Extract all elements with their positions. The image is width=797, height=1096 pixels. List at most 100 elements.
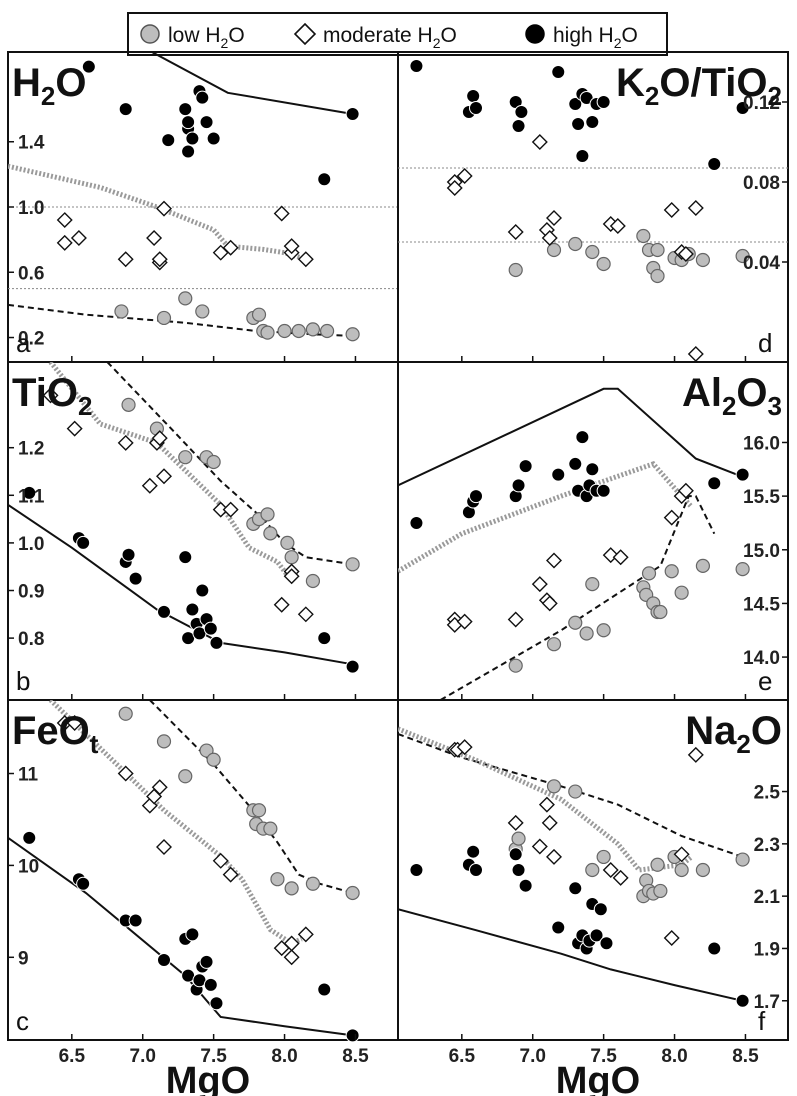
panel-e: 16.0 15.5 15.0 14.5 14.0 Al2O3 e	[397, 361, 789, 701]
xtick-label-1-1: 7.0	[520, 1046, 546, 1067]
xtick-label-0-0: 6.5	[59, 1046, 86, 1067]
xtick-label-1-2: 7.5	[590, 1046, 617, 1067]
point-high-f-5	[511, 863, 526, 877]
point-high-d-3	[469, 101, 483, 115]
point-high-c-15	[317, 982, 332, 997]
point-high-b-7	[178, 550, 193, 565]
point-moderate-e-7	[546, 552, 562, 569]
point-high-e-15	[596, 483, 611, 498]
point-high-d-2	[466, 89, 481, 103]
point-low-e-4	[585, 577, 600, 592]
point-moderate-a-4	[146, 230, 163, 246]
point-high-a-9	[195, 90, 210, 105]
point-high-f-3	[469, 863, 483, 877]
point-moderate-d-1	[446, 180, 463, 196]
ytick-label-f-2: 2.1	[754, 887, 781, 908]
ytick-label-f-3: 1.9	[754, 939, 780, 960]
point-low-f-13	[674, 862, 689, 878]
point-moderate-f-3	[507, 814, 524, 831]
point-moderate-a-10	[273, 205, 290, 222]
panel-letter-d: d	[758, 328, 772, 358]
point-low-d-2	[568, 236, 583, 252]
legend-label-low: low H2O	[168, 24, 245, 51]
point-high-b-6	[157, 604, 171, 619]
curve-dashed-b	[106, 362, 353, 566]
point-moderate-e-2	[456, 613, 473, 630]
point-high-f-15	[593, 902, 608, 917]
point-high-e-16	[707, 476, 722, 491]
point-moderate-c-12	[297, 926, 314, 943]
point-low-f-3	[568, 784, 583, 799]
panel-title-d: K2O/TiO2	[616, 61, 782, 111]
curve-gray-dotted-a	[8, 163, 307, 262]
point-moderate-f-7	[546, 848, 562, 865]
panel-title-a: H2O	[12, 61, 86, 111]
ytick-label-d-0: 0.12	[743, 93, 780, 114]
panels: 1.4 1.0 0.6 0.2 H2O a 1.2 1.1 1.0 0.9 0.8 TiO2 b 11 10…	[7, 51, 789, 1043]
legend-marker-low	[140, 24, 160, 44]
point-high-c-16	[345, 1028, 360, 1043]
point-low-b-10	[284, 550, 299, 565]
point-moderate-f-4	[531, 838, 548, 855]
point-high-a-1	[118, 102, 133, 117]
point-moderate-a-6	[151, 251, 168, 268]
point-low-a-1	[156, 310, 172, 326]
point-moderate-f-12	[687, 746, 704, 763]
point-high-a-10	[199, 115, 214, 130]
point-low-a-8	[277, 323, 292, 339]
point-moderate-a-9	[222, 239, 239, 256]
legend-marker-high	[525, 24, 545, 44]
point-low-b-0	[121, 397, 136, 412]
point-high-a-0	[81, 59, 96, 74]
point-high-f-0	[409, 863, 424, 877]
panel-c: 11 10 9 FeOt c	[7, 699, 399, 1043]
point-low-a-9	[291, 323, 306, 339]
legend-box	[127, 12, 668, 56]
curve-solid-a	[149, 52, 353, 115]
point-moderate-c-6	[156, 839, 172, 856]
point-high-e-0	[409, 515, 424, 530]
point-low-b-9	[280, 535, 295, 551]
point-moderate-a-13	[297, 251, 314, 268]
point-low-f-11	[653, 883, 668, 899]
point-low-e-5	[596, 623, 611, 638]
ytick-label-d-2: 0.04	[743, 253, 780, 274]
point-low-d-8	[650, 268, 665, 284]
panel-letter-b: b	[16, 666, 30, 696]
panel-letter-a: a	[16, 328, 31, 358]
point-low-d-5	[636, 228, 651, 244]
point-moderate-b-9	[273, 596, 290, 613]
point-low-d-3	[585, 244, 600, 260]
point-low-b-12	[345, 557, 360, 572]
curve-solid-f	[398, 908, 743, 1002]
point-low-a-3	[195, 304, 210, 319]
point-high-b-0	[22, 485, 37, 500]
point-high-d-5	[511, 119, 526, 133]
point-low-f-10	[650, 857, 665, 872]
point-high-d-8	[568, 97, 583, 111]
ytick-label-b-2: 1.0	[18, 534, 44, 555]
panel-letter-e: e	[758, 666, 772, 696]
point-low-c-7	[251, 803, 267, 818]
point-high-f-8	[568, 881, 583, 896]
point-low-c-9	[263, 821, 278, 836]
point-high-f-6	[518, 878, 533, 893]
point-high-e-13	[585, 462, 600, 477]
point-low-d-14	[735, 248, 750, 264]
curve-dashed-a	[8, 303, 353, 337]
panel-b: 1.2 1.1 1.0 0.9 0.8 TiO2 b	[7, 361, 399, 701]
xtick-label-0-3: 8.0	[271, 1046, 297, 1067]
point-moderate-f-8	[602, 862, 619, 878]
point-low-a-10	[305, 322, 321, 337]
xtick-label-1-0: 6.5	[449, 1046, 476, 1067]
point-moderate-a-3	[117, 251, 134, 268]
point-high-d-15	[575, 149, 590, 163]
point-high-c-13	[203, 977, 218, 992]
point-moderate-b-12	[297, 606, 314, 623]
legend-label-high: high H2O	[553, 24, 638, 51]
point-high-d-12	[585, 115, 600, 129]
point-moderate-c-11	[283, 935, 300, 952]
point-high-c-4	[128, 913, 143, 928]
point-moderate-b-0	[42, 387, 59, 404]
point-high-c-2	[76, 876, 91, 891]
